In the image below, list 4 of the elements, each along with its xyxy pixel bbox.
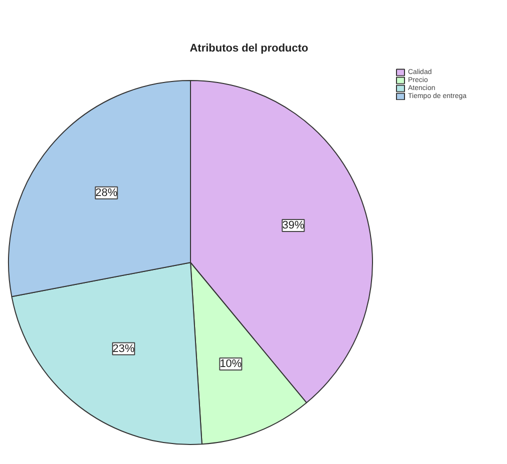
data-label: 10%: [220, 358, 242, 370]
chart-title: Atributos del producto: [190, 42, 309, 54]
data-label: 39%: [282, 220, 304, 232]
data-label: 28%: [95, 186, 118, 199]
